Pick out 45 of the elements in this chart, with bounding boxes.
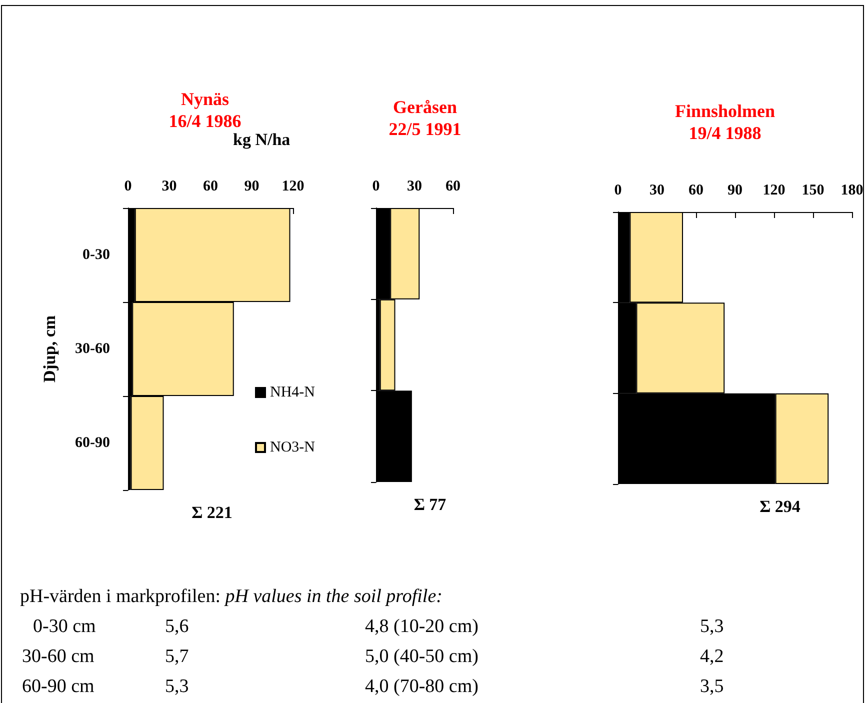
legend-label: NO3-N bbox=[270, 440, 316, 456]
chart-subtitle: 22/5 1991 bbox=[388, 119, 462, 139]
x-tick-label: 120 bbox=[762, 182, 786, 198]
text: Σ 77 bbox=[414, 495, 447, 514]
text: 5,6 bbox=[165, 616, 189, 638]
x-tick-label: 60 bbox=[203, 178, 218, 194]
x-tick-label: 150 bbox=[802, 182, 824, 198]
text: 5,7 bbox=[165, 646, 189, 668]
legend-label: NH4-N bbox=[270, 384, 316, 400]
x-tick-label: 180 bbox=[840, 182, 864, 198]
x-tick-label: 90 bbox=[244, 178, 260, 194]
x-tick-label: 90 bbox=[728, 182, 742, 198]
text: pH values in the soil profile: bbox=[225, 586, 442, 607]
text: 5,3 bbox=[700, 616, 724, 638]
y-tick-label: 60-90 bbox=[75, 435, 110, 451]
text: 0-30 cm bbox=[33, 616, 96, 638]
x-tick-label: 30 bbox=[650, 182, 664, 198]
text: 60-90 cm bbox=[22, 676, 94, 698]
text: 30-60 cm bbox=[22, 646, 94, 668]
y-tick-label: 30-60 bbox=[75, 341, 110, 357]
y-axis-title: Djup, cm bbox=[40, 315, 59, 383]
x-tick-label: 0 bbox=[124, 178, 132, 194]
text: pH-värden i markprofilen: bbox=[20, 586, 222, 607]
x-tick-label: 0 bbox=[372, 178, 380, 194]
chart-subtitle: 19/4 1988 bbox=[688, 123, 762, 143]
chart-title: Nynäs bbox=[180, 89, 230, 109]
text: Σ 294 bbox=[760, 497, 801, 516]
x-tick-label: 60 bbox=[446, 178, 460, 194]
chart-subtitle: 16/4 1986 bbox=[168, 111, 242, 131]
text: 4,2 bbox=[700, 646, 724, 668]
text: Σ 221 bbox=[192, 503, 232, 522]
chart-title: Finnsholmen bbox=[674, 101, 776, 121]
x-tick-label: 120 bbox=[282, 178, 304, 194]
text: 3,5 bbox=[700, 676, 724, 698]
x-tick-label: 0 bbox=[614, 182, 622, 198]
x-tick-label: 30 bbox=[162, 178, 177, 194]
text: 5,3 bbox=[165, 676, 189, 698]
x-axis-title: kg N/ha bbox=[233, 130, 291, 149]
chart-title: Geråsen bbox=[393, 97, 457, 117]
text: 4,0 (70-80 cm) bbox=[365, 676, 478, 698]
x-tick-label: 60 bbox=[688, 182, 704, 198]
x-tick-label: 30 bbox=[407, 178, 422, 194]
y-tick-label: 0-30 bbox=[82, 247, 110, 263]
text: 5,0 (40-50 cm) bbox=[365, 646, 478, 668]
text: 4,8 (10-20 cm) bbox=[365, 616, 478, 638]
